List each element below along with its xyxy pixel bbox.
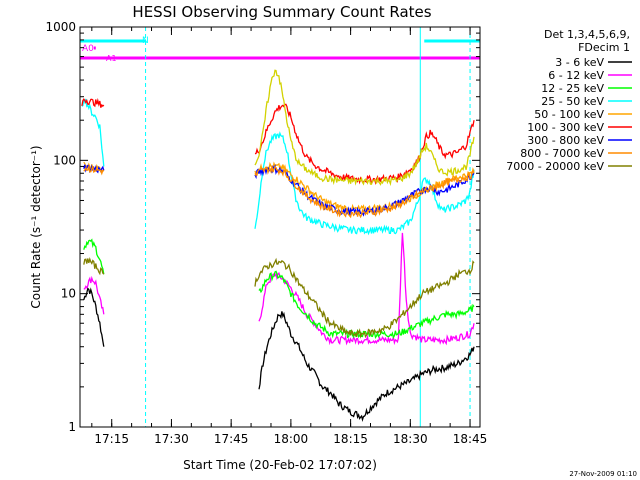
x-tick-label: 18:00 <box>274 432 309 446</box>
series-line-segment <box>254 161 475 214</box>
flag-bar-a1 <box>93 46 96 50</box>
generation-timestamp: 27-Nov-2009 01:10 <box>569 470 637 478</box>
flag-bar-n <box>424 39 480 43</box>
y-tick-label: 10 <box>61 287 76 301</box>
series-line-segment <box>254 164 475 217</box>
series-3-6keV <box>83 287 475 422</box>
legend-label: 3 - 6 keV <box>555 56 604 69</box>
series-line-segment <box>254 257 475 339</box>
series-line-segment <box>83 275 105 315</box>
legend-header-decim: FDecim 1 <box>578 41 630 54</box>
x-axis-label: Start Time (20-Feb-02 17:07:02) <box>183 458 377 472</box>
series-line-segment <box>83 238 105 275</box>
series-25-50keV <box>81 98 475 236</box>
y-tick-label: 1000 <box>45 20 76 34</box>
x-tick-label: 17:30 <box>154 432 189 446</box>
legend-label: 12 - 25 keV <box>541 82 604 95</box>
series-line-segment <box>83 287 105 347</box>
series-line-segment <box>83 164 105 176</box>
legend-label: 25 - 50 keV <box>541 95 604 108</box>
y-tick-label: 100 <box>53 153 76 167</box>
series-line-segment <box>81 98 105 167</box>
x-tick-label: 18:15 <box>333 432 368 446</box>
series-line-segment <box>258 311 475 422</box>
flag-bar-n <box>80 39 146 43</box>
y-axis-label: Count Rate (s⁻¹ detector⁻¹) <box>29 145 43 308</box>
series-800-7000keV <box>83 164 475 219</box>
legend-label: 7000 - 20000 keV <box>506 160 604 173</box>
series-line-segment <box>254 69 475 187</box>
series-7000-20000keV <box>83 256 475 339</box>
plot-frame <box>79 26 481 428</box>
x-tick-label: 17:15 <box>94 432 129 446</box>
series-12-25keV <box>83 238 475 340</box>
series-line-segment <box>81 97 105 108</box>
series-line-segment <box>258 270 475 340</box>
series-line-segment <box>258 232 475 346</box>
series-50-100keV <box>254 69 475 187</box>
flag-label-a1: A1 <box>106 54 117 63</box>
flag-label-a0: A0 <box>82 44 94 54</box>
series-line-segment <box>83 256 105 276</box>
legend-label: 100 - 300 keV <box>527 121 604 134</box>
x-tick-label: 17:45 <box>214 432 249 446</box>
legend-header-detectors: Det 1,3,4,5,6,9, <box>544 28 630 41</box>
series-lines <box>81 69 475 422</box>
flag-bar-a0 <box>80 56 480 60</box>
plot-axes: 1 10 100 1000 17:15 17:30 17:45 18:00 18:15 18:30… <box>45 20 487 446</box>
chart-title: HESSI Observing Summary Count Rates <box>132 3 431 21</box>
legend-label: 6 - 12 keV <box>548 69 604 82</box>
series-line-segment <box>254 131 475 236</box>
legend-label: 50 - 100 keV <box>534 108 604 121</box>
y-tick-label: 1 <box>68 420 76 434</box>
legend-label: 800 - 7000 keV <box>520 147 604 160</box>
x-tick-label: 18:30 <box>393 432 428 446</box>
time-markers <box>145 27 471 427</box>
x-tick-label: 18:45 <box>453 432 488 446</box>
series-line-segment <box>254 166 475 219</box>
series-6-12keV <box>83 232 475 346</box>
legend-label: 300 - 800 keV <box>527 134 604 147</box>
